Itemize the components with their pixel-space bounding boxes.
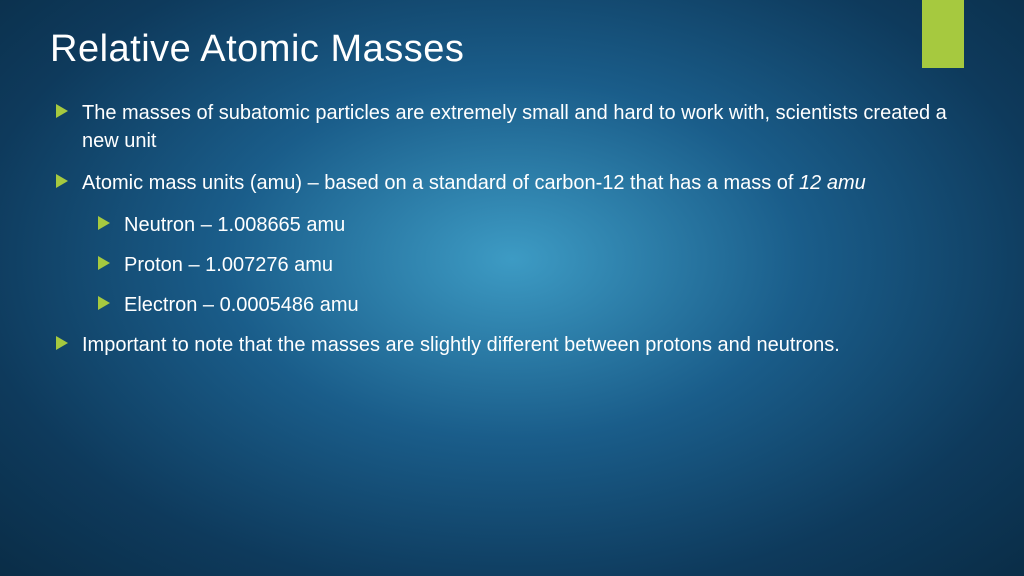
bullet-item: Important to note that the masses are sl… [56, 331, 974, 359]
triangle-bullet-icon [56, 336, 68, 350]
sub-bullet-item: Proton – 1.007276 amu [98, 251, 974, 279]
triangle-bullet-icon [56, 104, 68, 118]
sub-bullet-item: Neutron – 1.008665 amu [98, 211, 974, 239]
triangle-bullet-icon [56, 174, 68, 188]
triangle-bullet-icon [98, 296, 110, 310]
bullet-text-part: Atomic mass units (amu) – based on a sta… [82, 172, 799, 194]
triangle-bullet-icon [98, 216, 110, 230]
bullet-item: The masses of subatomic particles are ex… [56, 99, 974, 155]
slide-title: Relative Atomic Masses [50, 28, 974, 71]
bullet-text: Electron – 0.0005486 amu [124, 291, 974, 319]
bullet-text: Important to note that the masses are sl… [82, 331, 974, 359]
sub-bullet-item: Electron – 0.0005486 amu [98, 291, 974, 319]
slide-container: Relative Atomic Masses The masses of sub… [0, 0, 1024, 359]
bullet-text: Neutron – 1.008665 amu [124, 211, 974, 239]
bullet-text: Atomic mass units (amu) – based on a sta… [82, 169, 974, 197]
bullet-item: Atomic mass units (amu) – based on a sta… [56, 169, 974, 197]
bullet-text: The masses of subatomic particles are ex… [82, 99, 974, 155]
bullet-text-italic: 12 amu [799, 172, 866, 194]
triangle-bullet-icon [98, 256, 110, 270]
bullet-text: Proton – 1.007276 amu [124, 251, 974, 279]
slide-content: The masses of subatomic particles are ex… [50, 99, 974, 359]
accent-bar [922, 0, 964, 68]
